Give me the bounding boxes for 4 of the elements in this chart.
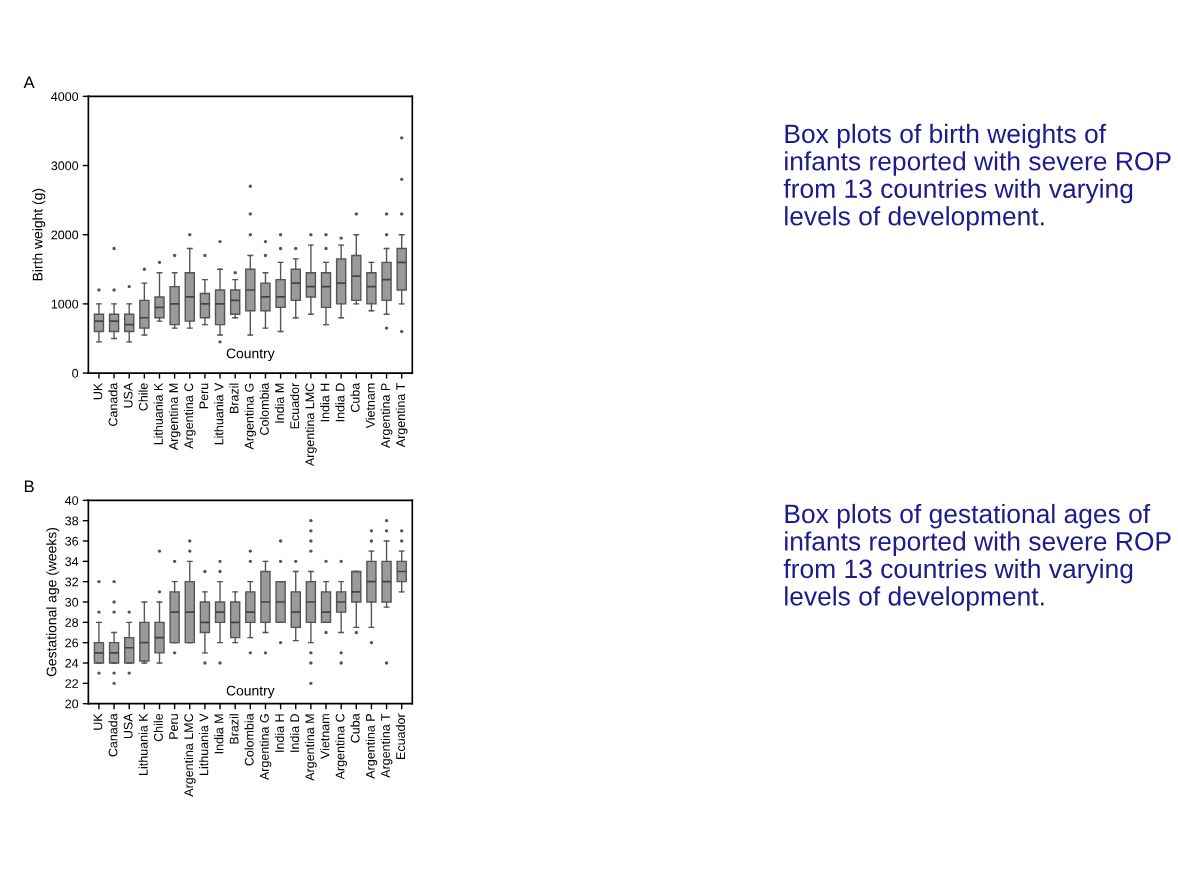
chart-title: A <box>23 76 35 89</box>
text: Box plots of gestational ages of infants reported with severe ROP from 13 countries with varying levels of development. <box>783 503 1171 611</box>
chart-title: B <box>24 480 34 493</box>
text: Box plots of birth weights of infants reported with severe ROP from 13 countries with varying levels of development. <box>783 123 1171 231</box>
